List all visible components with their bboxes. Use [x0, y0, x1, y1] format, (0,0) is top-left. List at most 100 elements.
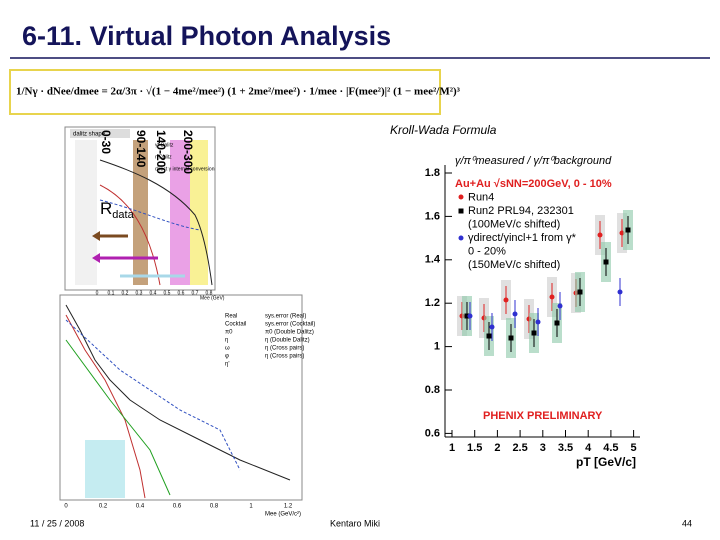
point: [508, 335, 514, 341]
legend-entry: Run2 PRL94, 232301: [468, 205, 574, 217]
title-bar: [70, 129, 130, 138]
formula-label: Kroll-Wada Formula: [390, 123, 497, 137]
x-tick-label: 0.8: [206, 290, 213, 296]
footer-date: 11 / 25 / 2008: [30, 518, 84, 528]
points: [457, 210, 633, 358]
legend-entry: Run4: [468, 191, 494, 203]
point: [625, 227, 631, 233]
band: [190, 140, 208, 285]
y-tick-label: 1: [434, 341, 440, 353]
x-tick-label: 0.5: [164, 290, 171, 296]
y-tick-label: 1.2: [425, 297, 440, 309]
footer-page: 44: [682, 518, 692, 528]
legend-entry: γ* Dalitz: [155, 142, 174, 148]
legend-entry: sys.error (Cocktail): [265, 322, 315, 328]
arrow-head: [92, 253, 100, 263]
point: [557, 303, 563, 309]
point: [617, 289, 623, 295]
point: [535, 319, 541, 325]
point: [486, 333, 492, 339]
x-tick-label: 3.5: [558, 442, 573, 454]
formula-box: [9, 69, 441, 115]
mass-window-label: 200-300: [181, 130, 195, 174]
x-tick-label: 2.5: [512, 442, 527, 454]
x-tick-label: 0.2: [99, 504, 108, 510]
legend-entry: φ: [225, 354, 229, 360]
x-tick-label: 0.7: [192, 290, 199, 296]
curve: [99, 159, 213, 286]
legend-marker: [458, 194, 464, 200]
band: [170, 140, 190, 285]
x-tick-label: 0.6: [173, 504, 182, 510]
legend-entry: η (Cross pairs): [265, 354, 304, 360]
point: [577, 289, 583, 295]
mass-window-label: 90-140: [134, 130, 148, 168]
legend-entry: (100MeV/c shifted): [468, 218, 560, 230]
plot-title: dalitz shape: [73, 132, 106, 138]
x-tick-label: 1.5: [467, 442, 482, 454]
x-tick-label: 0.2: [122, 290, 129, 296]
point: [464, 313, 470, 319]
point: [489, 324, 495, 330]
x-tick-label: 0: [64, 504, 68, 510]
x-tick-label: 0.8: [210, 504, 219, 510]
legend-entry: Au+Au √sNN=200GeV, 0 - 10%: [455, 178, 612, 190]
x-tick-label: 0: [96, 290, 99, 296]
legend-entry: η (Double Dalitz): [265, 338, 310, 344]
point: [531, 330, 537, 336]
curve: [99, 199, 201, 231]
x-tick-label: 2: [494, 442, 500, 454]
legend-entry: π0 (Double Dalitz): [265, 330, 314, 336]
footer-author: Kentaro Miki: [330, 518, 380, 528]
legend-entry: ω: [225, 346, 230, 352]
legend-marker: [458, 235, 464, 241]
point: [597, 232, 603, 238]
x-title: Mee (GeV): [200, 295, 225, 301]
legend-entry: η (Cross pairs): [265, 346, 304, 352]
x-tick-label: 4: [585, 442, 592, 454]
slide-title: 6-11. Virtual Photon Analysis: [22, 21, 391, 51]
curve: [65, 339, 171, 496]
y-tick-label: 1.4: [425, 254, 441, 266]
legend-entry: Real: [225, 314, 237, 320]
curve: [65, 304, 291, 481]
legend-entry: η': [225, 362, 229, 368]
y-title: γ/π⁰measured / γ/π⁰background: [455, 155, 612, 167]
x-tick-label: 5: [631, 442, 637, 454]
x-tick-label: 0.4: [136, 504, 145, 510]
x-tick-label: 0.1: [108, 290, 115, 296]
curve: [65, 319, 241, 471]
legend-entry: sys.error (Real): [265, 314, 306, 320]
point: [554, 320, 560, 326]
rdata-label: Rdata: [100, 199, 135, 220]
curve: [99, 184, 161, 286]
x-tick-label: 0.3: [136, 290, 143, 296]
y-tick-label: 0.6: [425, 427, 440, 439]
x-tick-label: 4.5: [603, 442, 618, 454]
arrow-head: [92, 231, 100, 241]
x-tick-label: 1: [449, 442, 455, 454]
point: [503, 297, 509, 303]
plot-area: [445, 150, 645, 440]
band: [85, 440, 125, 498]
legend-entry: γdirect/γincl+1 from γ*: [468, 232, 577, 244]
watermark: PHENIX PRELIMINARY: [483, 410, 603, 422]
legend-entry: η: [225, 338, 228, 344]
legend-entry: π0: [225, 330, 233, 336]
legend-entry: η Dalitz: [155, 154, 172, 160]
y-tick-label: 1.8: [425, 167, 440, 179]
legend-entry: Cocktail: [225, 322, 246, 328]
x-tick-label: 1.2: [284, 504, 293, 510]
point: [603, 259, 609, 265]
x-tick-label: 3: [540, 442, 546, 454]
legend-marker: [458, 208, 464, 214]
x-tick-label: 0.4: [150, 290, 157, 296]
legend-entry: (150MeV/c shifted): [468, 259, 560, 271]
r: R: [100, 199, 112, 218]
formula: 1/Nγ · dNee/dmee = 2α/3π · √(1 − 4me²/me…: [16, 86, 461, 98]
point: [512, 311, 518, 317]
mass-window-label: 0-30: [99, 130, 113, 154]
curve: [65, 314, 146, 499]
point: [549, 294, 555, 300]
x-title: pT [GeV/c]: [576, 455, 636, 469]
